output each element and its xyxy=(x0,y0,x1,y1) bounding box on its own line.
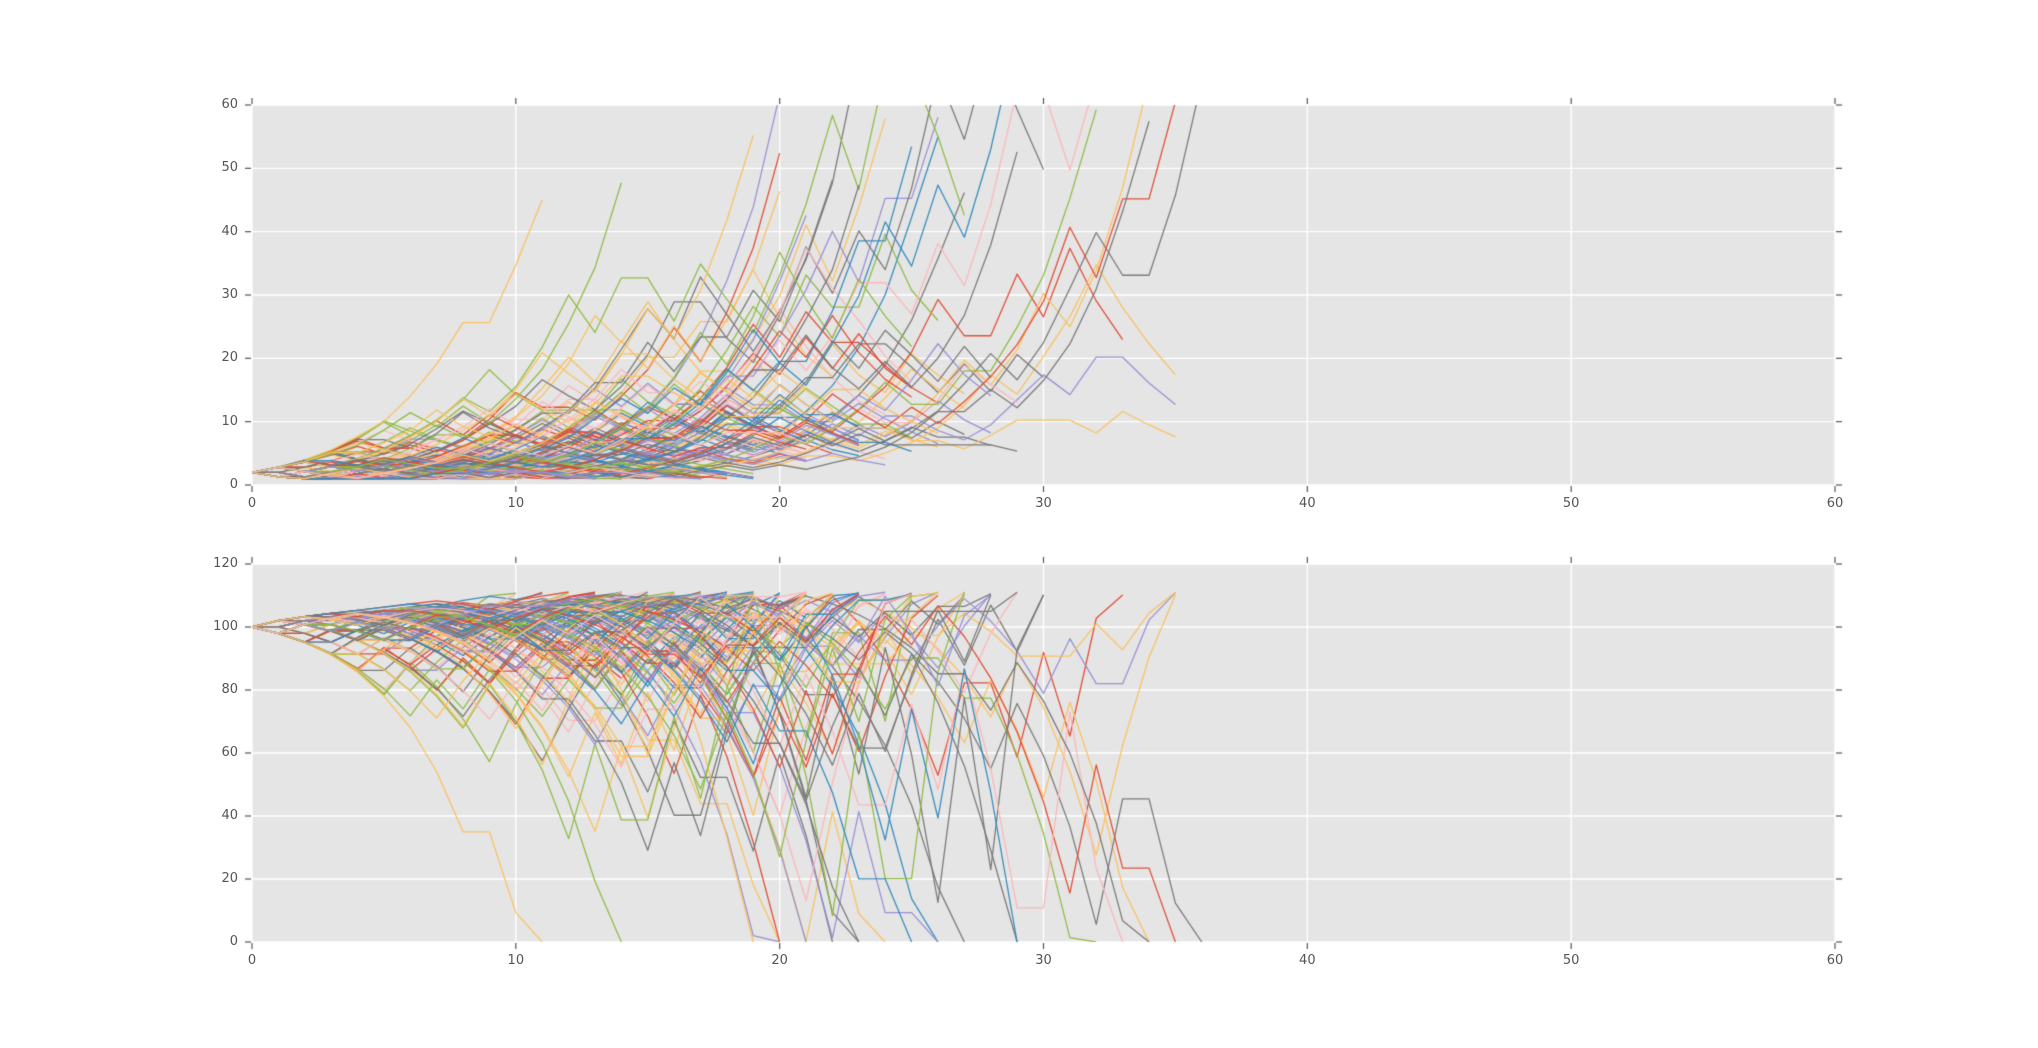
bet-size-y-tick-label: 50 xyxy=(221,160,238,176)
bet-size-x-tick-label: 30 xyxy=(1035,496,1052,511)
bankroll-x-tick-label: 40 xyxy=(1299,953,1316,968)
bet-size-x-tick-label: 60 xyxy=(1826,496,1844,511)
bankroll-y-tick-label: 20 xyxy=(221,871,238,886)
bet-size-x-tick-label: 40 xyxy=(1299,496,1316,511)
bet-size-y-tick-label: 20 xyxy=(221,350,238,366)
bankroll-y-tick-label: 120 xyxy=(213,556,238,571)
bankroll-y-tick-label: 40 xyxy=(221,808,238,823)
bet-size-y-tick-label: 60 xyxy=(221,97,238,112)
bet-size-y-tick-label: 0 xyxy=(229,477,238,492)
bankroll-x-tick-label: 20 xyxy=(771,953,788,968)
bet-size-y-tick-label: 40 xyxy=(221,223,238,239)
bankroll-plot-area xyxy=(252,564,1835,942)
bankroll-y-tick-label: 80 xyxy=(221,682,238,697)
bankroll-x-tick-label: 60 xyxy=(1826,953,1844,968)
bet-size-x-tick-label: 0 xyxy=(247,496,257,511)
bankroll-y-tick-label: 60 xyxy=(221,745,238,760)
bet-size-y-tick-label: 30 xyxy=(221,287,238,302)
bet-size-x-tick-label: 20 xyxy=(771,496,788,511)
bet-size-plot-area xyxy=(252,105,1835,485)
bet-size-x-tick-label: 50 xyxy=(1562,496,1580,511)
bankroll-y-tick-label: 0 xyxy=(229,934,238,949)
bankroll-y-tick-label: 100 xyxy=(213,619,238,634)
bet-size-x-tick-label: 10 xyxy=(507,496,525,511)
bankroll-x-tick-label: 50 xyxy=(1562,953,1580,968)
bankroll-x-tick-label: 30 xyxy=(1035,953,1052,968)
bet-size-y-tick-label: 10 xyxy=(221,413,238,429)
bankroll-x-tick-label: 10 xyxy=(507,953,525,968)
bankroll-x-tick-label: 0 xyxy=(247,953,257,968)
